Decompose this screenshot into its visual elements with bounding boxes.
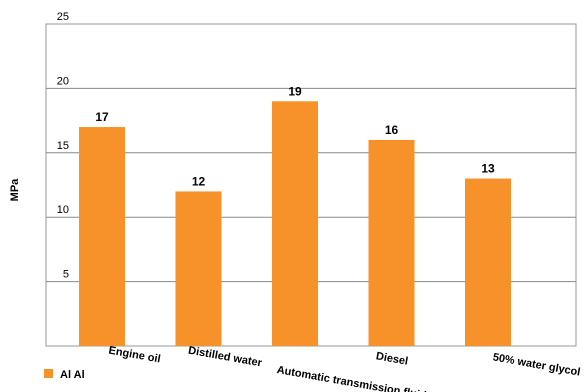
data-label: 12 bbox=[192, 174, 206, 188]
y-tick-label: 20 bbox=[57, 75, 69, 87]
data-label: 16 bbox=[385, 123, 399, 137]
bar bbox=[465, 178, 511, 346]
y-tick-label: 5 bbox=[63, 269, 69, 281]
legend-label: Al Al bbox=[60, 369, 85, 381]
data-labels: 17 12 19 16 13 bbox=[95, 84, 495, 188]
legend: Al Al bbox=[44, 369, 85, 381]
bars bbox=[79, 101, 511, 346]
bar bbox=[272, 101, 318, 346]
y-tick-label: 10 bbox=[57, 204, 69, 216]
y-tick-label: 15 bbox=[57, 140, 69, 152]
data-label: 19 bbox=[288, 84, 302, 98]
y-axis-label: MPa bbox=[9, 178, 21, 202]
y-tick-label: 25 bbox=[57, 11, 69, 23]
data-label: 13 bbox=[481, 162, 495, 176]
bar bbox=[175, 191, 222, 346]
data-label: 17 bbox=[95, 110, 109, 124]
y-tick-labels: 5 10 15 20 25 bbox=[57, 11, 69, 281]
bar bbox=[368, 139, 415, 346]
bar bbox=[79, 127, 125, 346]
legend-swatch bbox=[44, 369, 53, 378]
category-label: Diesel bbox=[375, 350, 409, 367]
